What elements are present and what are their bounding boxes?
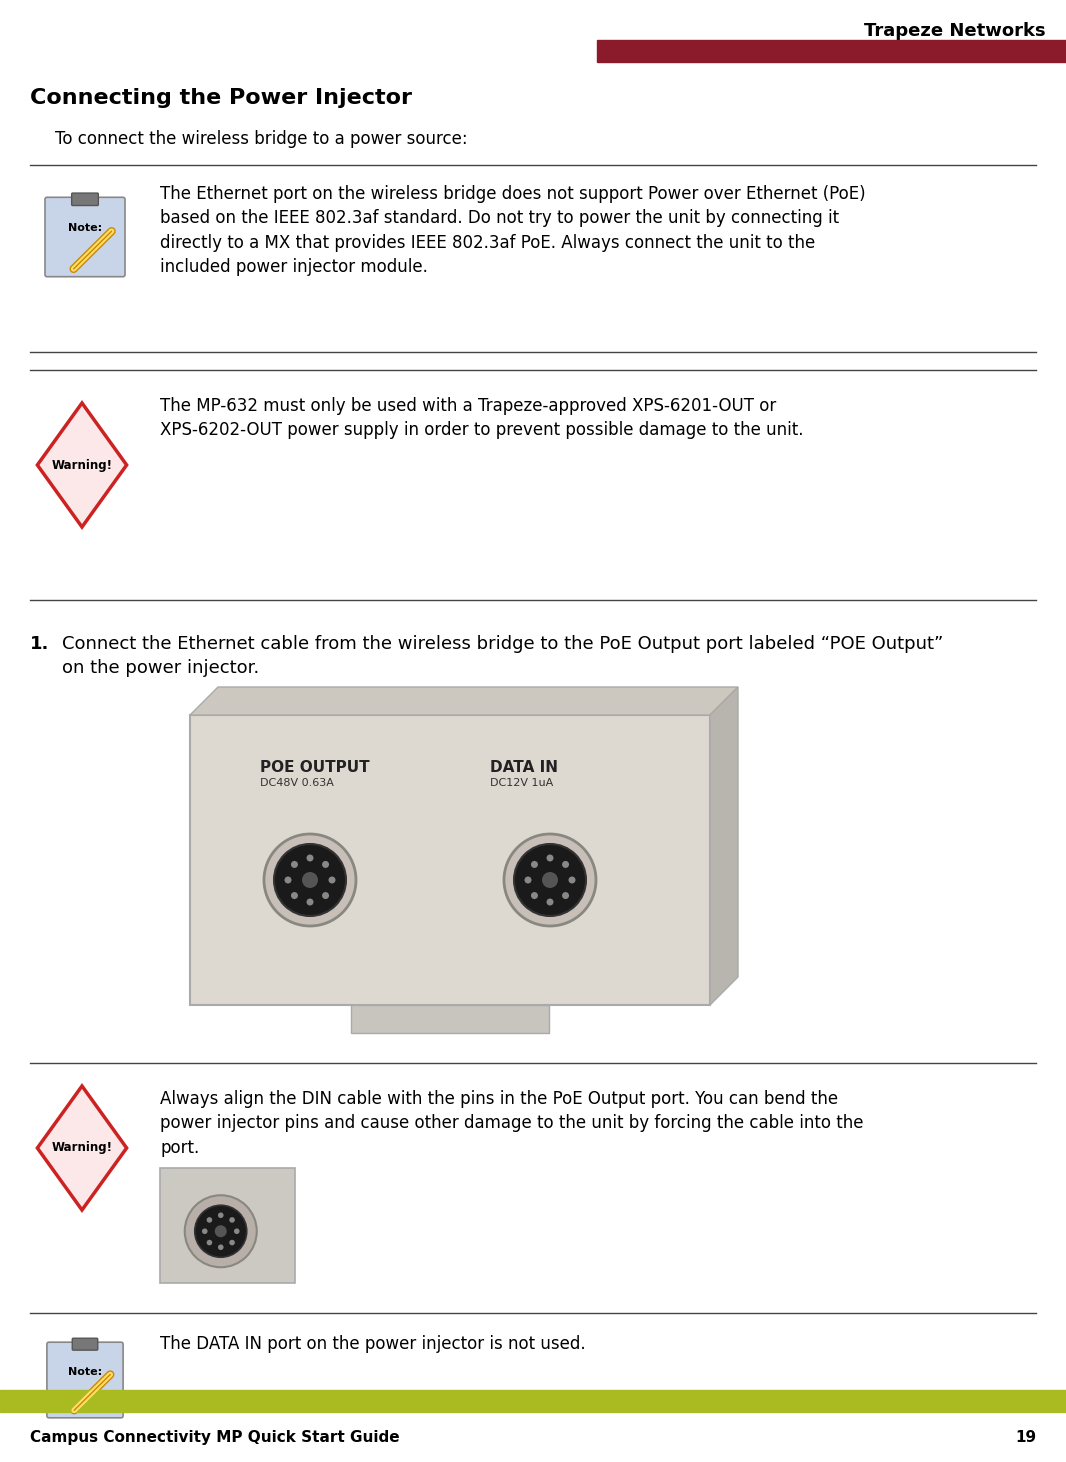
- Circle shape: [302, 871, 318, 887]
- Circle shape: [307, 854, 313, 861]
- Circle shape: [547, 854, 553, 861]
- Polygon shape: [710, 687, 738, 1004]
- Circle shape: [207, 1218, 212, 1222]
- Circle shape: [542, 871, 558, 887]
- Circle shape: [562, 861, 569, 868]
- Circle shape: [307, 899, 313, 905]
- Bar: [351, 1004, 549, 1034]
- FancyBboxPatch shape: [47, 1342, 123, 1418]
- Circle shape: [201, 1228, 208, 1234]
- Text: Note:: Note:: [68, 1367, 102, 1377]
- Circle shape: [217, 1212, 224, 1218]
- Text: Always align the DIN cable with the pins in the PoE Output port. You can bend th: Always align the DIN cable with the pins…: [160, 1091, 863, 1156]
- Circle shape: [184, 1196, 257, 1268]
- Circle shape: [504, 833, 596, 925]
- Text: 1.: 1.: [30, 635, 49, 654]
- Bar: [160, 1168, 295, 1284]
- Circle shape: [214, 1225, 227, 1237]
- Text: The Ethernet port on the wireless bridge does not support Power over Ethernet (P: The Ethernet port on the wireless bridge…: [160, 186, 866, 276]
- FancyBboxPatch shape: [72, 1338, 98, 1349]
- Text: Connect the Ethernet cable from the wireless bridge to the PoE Output port label: Connect the Ethernet cable from the wire…: [62, 635, 943, 677]
- Text: Warning!: Warning!: [51, 1142, 113, 1155]
- FancyBboxPatch shape: [71, 193, 98, 206]
- Circle shape: [264, 833, 356, 925]
- Circle shape: [562, 892, 569, 899]
- Text: 19: 19: [1015, 1430, 1036, 1444]
- Text: DC48V 0.63A: DC48V 0.63A: [260, 778, 334, 788]
- Text: Trapeze Networks: Trapeze Networks: [865, 22, 1046, 39]
- Circle shape: [291, 892, 297, 899]
- Text: Note:: Note:: [68, 224, 102, 234]
- Circle shape: [328, 877, 336, 883]
- Polygon shape: [190, 687, 738, 715]
- Circle shape: [207, 1240, 212, 1246]
- Circle shape: [322, 861, 329, 868]
- Text: The MP-632 must only be used with a Trapeze-approved XPS-6201-OUT or
XPS-6202-OU: The MP-632 must only be used with a Trap…: [160, 398, 804, 439]
- Circle shape: [195, 1205, 246, 1257]
- Polygon shape: [37, 404, 127, 526]
- Bar: [190, 715, 710, 1004]
- Circle shape: [322, 892, 329, 899]
- Polygon shape: [37, 1086, 127, 1211]
- Circle shape: [531, 892, 538, 899]
- Text: Warning!: Warning!: [51, 459, 113, 472]
- Bar: [0, 1390, 1066, 1412]
- Circle shape: [291, 861, 297, 868]
- Circle shape: [514, 844, 586, 917]
- Circle shape: [531, 861, 538, 868]
- Circle shape: [524, 877, 532, 883]
- Text: Connecting the Power Injector: Connecting the Power Injector: [30, 88, 411, 108]
- Bar: [597, 39, 1066, 61]
- Circle shape: [233, 1228, 240, 1234]
- Circle shape: [568, 877, 576, 883]
- Text: DATA IN: DATA IN: [490, 760, 558, 775]
- Circle shape: [547, 899, 553, 905]
- Circle shape: [274, 844, 346, 917]
- Circle shape: [217, 1244, 224, 1250]
- Text: The DATA IN port on the power injector is not used.: The DATA IN port on the power injector i…: [160, 1335, 585, 1352]
- Circle shape: [229, 1240, 235, 1246]
- Text: DC12V 1uA: DC12V 1uA: [490, 778, 553, 788]
- FancyBboxPatch shape: [45, 197, 125, 276]
- Text: Campus Connectivity MP Quick Start Guide: Campus Connectivity MP Quick Start Guide: [30, 1430, 400, 1444]
- Text: POE OUTPUT: POE OUTPUT: [260, 760, 370, 775]
- Circle shape: [229, 1218, 235, 1222]
- Text: To connect the wireless bridge to a power source:: To connect the wireless bridge to a powe…: [55, 130, 468, 148]
- Circle shape: [285, 877, 291, 883]
